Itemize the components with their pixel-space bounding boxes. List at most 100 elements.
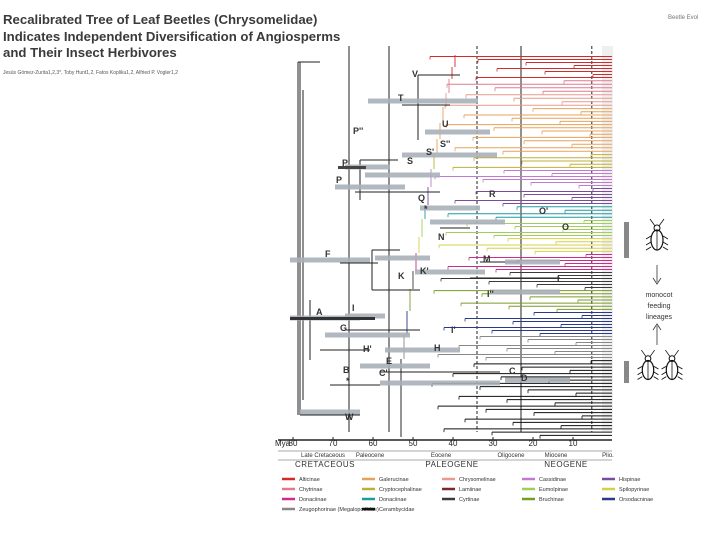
node-labels: V T U P'' S'' S' P' S P R Q O' O N F M K' K L I'' A IG I' H' H E B… — [316, 69, 569, 422]
node-label: D — [521, 373, 528, 383]
axis-tick-label: 50 — [409, 439, 418, 448]
confidence-bar — [425, 129, 490, 135]
beetle-illustration-top — [645, 218, 669, 251]
beetle-leg — [637, 376, 643, 380]
node-label: P — [336, 175, 342, 185]
beetle-antenna — [673, 349, 679, 357]
node-asterisk: * — [346, 376, 350, 386]
epoch-label: Late Cretaceous — [301, 453, 345, 459]
beetle-leg — [662, 246, 669, 251]
side-annotation-word: monocot — [646, 292, 673, 299]
confidence-bar — [345, 313, 385, 319]
node-label: N — [438, 232, 445, 242]
legend-label: Cryptocephalinae — [379, 487, 422, 493]
confidence-bar — [290, 257, 370, 263]
node-label: G — [340, 323, 347, 333]
node-label: T — [398, 93, 404, 103]
beetle-leg — [662, 241, 669, 246]
legend-label: Donaciinae — [299, 497, 327, 503]
beetle-leg — [653, 376, 659, 380]
node-label: C — [509, 366, 516, 376]
beetle-leg — [653, 365, 659, 370]
beetle-antenna — [658, 218, 665, 227]
node-label: R — [489, 189, 496, 199]
monocot-bracket — [624, 222, 629, 258]
node-label: E — [386, 356, 392, 366]
node-label: H' — [363, 344, 372, 354]
legend-label: Orsodacninae — [619, 497, 653, 503]
confidence-bar — [490, 289, 560, 295]
confidence-bar — [385, 347, 460, 353]
confidence-bar — [420, 205, 480, 211]
node-label: B — [343, 365, 350, 375]
axis-unit-label: Mya — [275, 439, 291, 448]
confidence-bar — [380, 380, 500, 386]
side-annotation-word: feeding — [648, 303, 671, 310]
node-label: L — [557, 274, 563, 284]
beetle-leg — [637, 371, 643, 376]
confidence-bar — [345, 164, 390, 170]
epoch-label: Oligocene — [497, 453, 525, 459]
legend-label: Alticinae — [299, 477, 320, 483]
node-label: I' — [451, 325, 456, 335]
node-label: W — [345, 412, 354, 422]
beetle-leg — [661, 365, 667, 370]
annotation-arrowhead — [652, 277, 662, 285]
period-label: NEOGENE — [544, 460, 588, 469]
annotation-arrowhead — [652, 323, 662, 331]
confidence-bar — [338, 166, 366, 169]
node-asterisk: * — [424, 204, 428, 214]
monocot-bracket — [624, 361, 629, 383]
title-line-1: Recalibrated Tree of Leaf Beetles (Chrys… — [3, 12, 318, 27]
confidence-bar — [505, 259, 560, 265]
axis-tick-label: 40 — [449, 439, 458, 448]
node-label: K — [398, 271, 405, 281]
confidence-bars — [290, 98, 570, 415]
node-label: C' — [379, 368, 388, 378]
legend-label: Spilopyrinae — [619, 487, 649, 493]
legend-label: Zeugophorinae (Megalopodidae) — [299, 507, 379, 513]
node-label: I'' — [487, 289, 494, 299]
beetle-leg — [645, 235, 652, 240]
confidence-bar — [375, 255, 430, 261]
side-annotation-word: lineages — [646, 314, 673, 321]
author-list: Jesús Gómez-Zurita1,2,3*, Toby Hunt1,2, … — [3, 70, 178, 76]
axis-tick-label: 20 — [529, 439, 538, 448]
confidence-bar — [325, 332, 410, 338]
beetle-illustration-bottom-left — [637, 349, 659, 381]
title-line-2: Indicates Independent Diversification of… — [3, 28, 341, 44]
node-label: U — [442, 119, 449, 129]
beetle-leg — [677, 365, 683, 370]
journal-name: Beetle Evol — [668, 15, 699, 21]
period-label: CRETACEOUS — [295, 460, 355, 469]
beetle-leg — [677, 371, 683, 376]
legend-label: Galerucinae — [379, 477, 409, 483]
node-label: O — [562, 222, 569, 232]
node-label: S'' — [440, 139, 450, 149]
confidence-bar — [430, 219, 505, 225]
legend-label: Donaciinae — [379, 497, 407, 503]
node-label: I — [352, 303, 355, 313]
legend-label: Cyrtinae — [459, 497, 479, 503]
legend-label: Chrysomelinae — [459, 477, 496, 483]
node-label: H — [434, 343, 441, 353]
beetle-leg — [677, 376, 683, 380]
beetle-antenna — [649, 349, 655, 357]
beetle-illustration-bottom-right — [661, 349, 683, 381]
paper-title: Recalibrated Tree of Leaf Beetles (Chrys… — [3, 12, 398, 62]
node-label: S' — [426, 147, 434, 157]
legend-label: Cerambycidae — [379, 507, 414, 513]
confidence-bar — [360, 363, 430, 369]
axis-tick-label: 30 — [489, 439, 498, 448]
node-label: O' — [539, 206, 548, 216]
confidence-bar — [290, 317, 375, 320]
title-line-3: and Their Insect Herbivores — [3, 45, 177, 60]
beetle-leg — [645, 241, 652, 246]
confidence-bar — [415, 269, 485, 275]
node-label: S — [407, 156, 413, 166]
confidence-bar — [402, 152, 497, 158]
axis-tick-label: 70 — [329, 439, 338, 448]
beetle-leg — [653, 371, 659, 376]
